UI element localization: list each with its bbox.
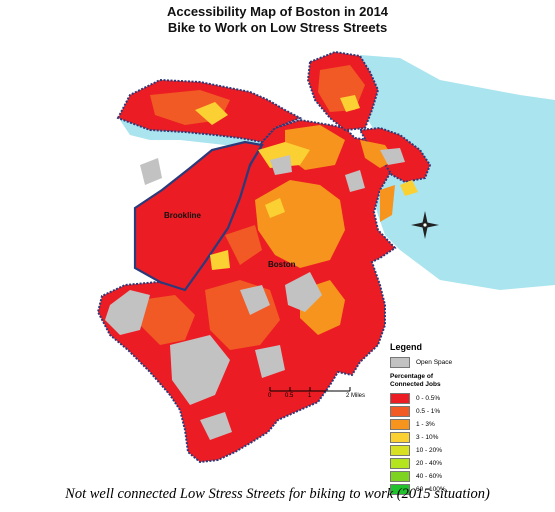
north-arrow-icon	[411, 211, 439, 239]
legend-section-title-1: Percentage of	[390, 373, 433, 380]
scale-bar-graphic	[269, 387, 351, 392]
scale-tick-3: 2 Miles	[346, 393, 366, 399]
water-harbor-islands	[430, 145, 555, 230]
legend-section-title-2: Connected Jobs	[390, 381, 441, 388]
legend-class-swatch	[390, 484, 410, 495]
figure-caption: Not well connected Low Stress Streets fo…	[65, 486, 490, 502]
yellow-zone-3	[340, 95, 360, 112]
open-space-swatch	[390, 357, 410, 368]
open-space-1	[105, 290, 150, 335]
open-space-9	[200, 412, 232, 440]
yellow-zone-5	[265, 198, 285, 218]
scale-tick-0: 0	[268, 393, 272, 399]
open-space-10	[380, 148, 405, 165]
legend-class-label: 40 - 60%	[416, 473, 443, 480]
legend-class-label: 0 - 0.5%	[416, 395, 441, 402]
brookline-boundary	[133, 140, 264, 292]
orange-zone-4	[140, 295, 195, 345]
legend-class-swatch	[390, 393, 410, 404]
legend-class-swatch	[390, 458, 410, 469]
legend-class-swatch	[390, 471, 410, 482]
legend-class-row: 3 - 10%	[390, 431, 510, 444]
legend-classes: 0 - 0.5% 0.5 - 1% 1 - 3% 3 - 10% 10 - 20% 20 …	[390, 392, 510, 496]
open-space-6	[270, 155, 292, 175]
title-line-2: Bike to Work on Low Stress Streets	[167, 20, 388, 35]
map-title: Accessibility Map of Boston in 2014 Bike…	[0, 4, 555, 36]
open-space-8	[255, 345, 285, 378]
legend-class-swatch	[390, 445, 410, 456]
legend-section-title: Percentage of Connected Jobs	[390, 373, 510, 389]
boston-label: Boston	[268, 260, 296, 269]
legend-class-row: 20 - 40%	[390, 457, 510, 470]
open-space-2	[170, 335, 230, 405]
legend-class-label: 10 - 20%	[416, 447, 443, 454]
legend-class-label: 20 - 40%	[416, 460, 443, 467]
legend-class-swatch	[390, 406, 410, 417]
legend-class-row: 0.5 - 1%	[390, 405, 510, 418]
open-space-4	[240, 285, 270, 315]
yellow-zone-6	[400, 180, 418, 196]
title-line-1: Accessibility Map of Boston in 2014	[166, 4, 389, 19]
legend-class-row: 60 - 100%	[390, 483, 510, 496]
legend-class-label: 0.5 - 1%	[416, 408, 441, 415]
orange-zone-9	[380, 185, 395, 222]
legend-class-row: 0 - 0.5%	[390, 392, 510, 405]
open-space-label: Open Space	[416, 359, 453, 366]
yellow-zone-4	[210, 250, 230, 270]
orange-zone-10	[225, 225, 262, 265]
legend-title: Legend	[390, 342, 423, 352]
legend-class-row: 10 - 20%	[390, 444, 510, 457]
scale-bar: 0 0.5 1 2 Miles	[266, 385, 376, 407]
legend: Legend Open Space Percentage of Connecte…	[390, 342, 510, 496]
legend-open-space: Open Space	[390, 356, 510, 369]
scale-tick-2: 1	[308, 393, 312, 399]
legend-class-label: 3 - 10%	[416, 434, 439, 441]
legend-class-label: 60 - 100%	[416, 486, 446, 493]
legend-class-swatch	[390, 419, 410, 430]
open-space-7	[345, 170, 365, 192]
brookline-label: Brookline	[164, 211, 201, 220]
yellow-zone-2	[195, 102, 228, 125]
legend-class-label: 1 - 3%	[416, 421, 435, 428]
scale-tick-1: 0.5	[285, 393, 294, 399]
legend-class-swatch	[390, 432, 410, 443]
open-space-5	[140, 158, 162, 185]
legend-class-row: 40 - 60%	[390, 470, 510, 483]
open-space-3	[285, 272, 322, 312]
legend-class-row: 1 - 3%	[390, 418, 510, 431]
